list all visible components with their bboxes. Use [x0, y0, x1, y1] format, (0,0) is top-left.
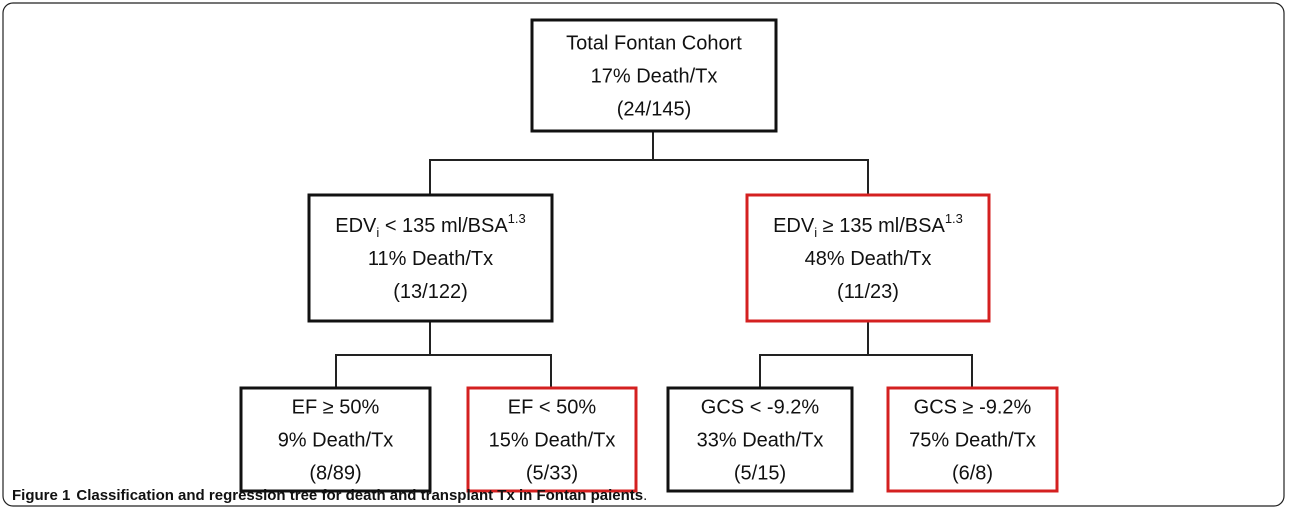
- connector: [429, 159, 869, 195]
- node-box: [666, 386, 854, 493]
- tree-node: Total Fontan Cohort 17% Death/Tx (24/145): [530, 18, 778, 133]
- node-box: [239, 386, 432, 493]
- node-box: [886, 386, 1059, 493]
- node-line: Total Fontan Cohort: [566, 33, 742, 55]
- node-line: EDVi ≥ 135 ml/BSA1.3: [773, 211, 963, 240]
- node-line: 11% Death/Tx: [368, 248, 493, 270]
- connector: [335, 354, 552, 388]
- caption: Figure 1 Classification and regression tr…: [12, 487, 647, 504]
- tree-node: EF < 50% 15% Death/Tx (5/33): [466, 386, 638, 493]
- tree-node: GCS ≥ -9.2% 75% Death/Tx (6/8): [886, 386, 1059, 493]
- caption-end: .: [643, 487, 647, 504]
- line-sup: 1.3: [945, 211, 963, 226]
- node-line: 17% Death/Tx: [591, 66, 718, 88]
- node-line: GCS < -9.2%: [701, 397, 820, 419]
- node-line: (5/33): [526, 463, 578, 485]
- node-line: (8/89): [309, 463, 361, 485]
- node-line: (6/8): [952, 463, 993, 485]
- line-base: EDV: [335, 215, 377, 237]
- node-line: (5/15): [734, 463, 786, 485]
- node-line: (24/145): [617, 99, 692, 121]
- node-box: [745, 193, 991, 323]
- caption-label: Figure 1: [12, 487, 70, 504]
- node-line: (11/23): [837, 281, 899, 303]
- line-sub: i: [376, 225, 379, 240]
- node-line: 48% Death/Tx: [805, 248, 932, 270]
- tree-node: EF ≥ 50% 9% Death/Tx (8/89): [239, 386, 432, 493]
- node-line: (13/122): [393, 281, 468, 303]
- tree-node: GCS < -9.2% 33% Death/Tx (5/15): [666, 386, 854, 493]
- tree-node: EDVi < 135 ml/BSA1.3 11% Death/Tx (13/122): [307, 193, 554, 323]
- line-text: < 135 ml/BSA: [379, 215, 508, 237]
- node-box: [530, 18, 778, 133]
- node-box: [466, 386, 638, 493]
- node-line: 15% Death/Tx: [489, 430, 616, 452]
- line-sup: 1.3: [508, 211, 526, 226]
- line-sub: i: [814, 225, 817, 240]
- tree-node: EDVi ≥ 135 ml/BSA1.3 48% Death/Tx (11/23): [745, 193, 991, 323]
- caption-text: Classification and regression tree for d…: [76, 487, 643, 504]
- connectors: [335, 131, 973, 388]
- node-line: 33% Death/Tx: [697, 430, 824, 452]
- node-line: EF ≥ 50%: [292, 397, 380, 419]
- node-line: 9% Death/Tx: [278, 430, 394, 452]
- node-box: [307, 193, 554, 323]
- line-base: EDV: [773, 215, 815, 237]
- line-text: ≥ 135 ml/BSA: [817, 215, 945, 237]
- node-line: 75% Death/Tx: [909, 430, 1036, 452]
- nodes: Total Fontan Cohort 17% Death/Tx (24/145) E…: [239, 18, 1059, 493]
- node-line: GCS ≥ -9.2%: [914, 397, 1032, 419]
- node-line: EDVi < 135 ml/BSA1.3: [335, 211, 526, 240]
- connector: [759, 354, 973, 388]
- node-line: EF < 50%: [508, 397, 597, 419]
